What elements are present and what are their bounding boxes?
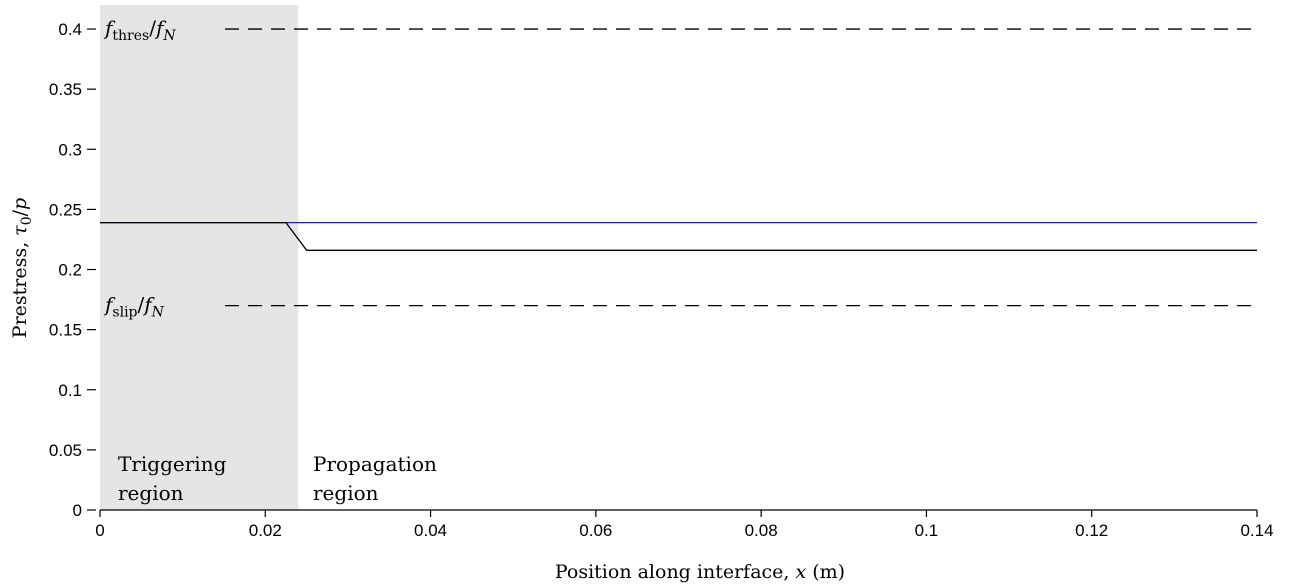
axes-layer: 0 0.02 0.04 0.06 0.08 0.1 0.12 0.14 0 0.05 0.1 0.15… xyxy=(49,20,1274,540)
x-tick-label: 0 xyxy=(95,521,104,540)
x-tick-label: 0.14 xyxy=(1240,521,1273,540)
x-tick-label: 0.06 xyxy=(579,521,612,540)
y-tick-label: 0.35 xyxy=(49,80,82,99)
x-tick-label: 0.04 xyxy=(414,521,447,540)
shaded-region-layer xyxy=(100,5,299,510)
triggering-region-shade xyxy=(100,5,299,510)
region-label-line1: Propagation xyxy=(313,452,437,476)
y-tick-label: 0 xyxy=(73,501,82,520)
annotations-layer: Triggering region Propagation region xyxy=(118,452,437,505)
y-axis-title: Prestress, τ0/p xyxy=(9,198,35,338)
y-tick-label: 0.25 xyxy=(49,200,82,219)
x-axis-title: Position along interface, x (m) xyxy=(555,561,845,583)
series-layer xyxy=(100,221,1257,251)
x-tick-label: 0.08 xyxy=(745,521,778,540)
x-tick-label: 0.12 xyxy=(1075,521,1108,540)
region-label-line2: region xyxy=(313,481,379,505)
y-tick-label: 0.2 xyxy=(58,261,82,280)
y-tick-label: 0.05 xyxy=(49,441,82,460)
region-label-line1: Triggering xyxy=(118,452,227,476)
y-tick-label: 0.1 xyxy=(58,381,82,400)
y-tick-label: 0.3 xyxy=(58,140,82,159)
series-line-2 xyxy=(100,221,1257,251)
x-tick-label: 0.02 xyxy=(249,521,282,540)
y-tick-label: 0.4 xyxy=(58,20,82,39)
x-tick-label: 0.1 xyxy=(915,521,939,540)
region-label-line2: region xyxy=(118,481,184,505)
y-tick-label: 0.15 xyxy=(49,321,82,340)
